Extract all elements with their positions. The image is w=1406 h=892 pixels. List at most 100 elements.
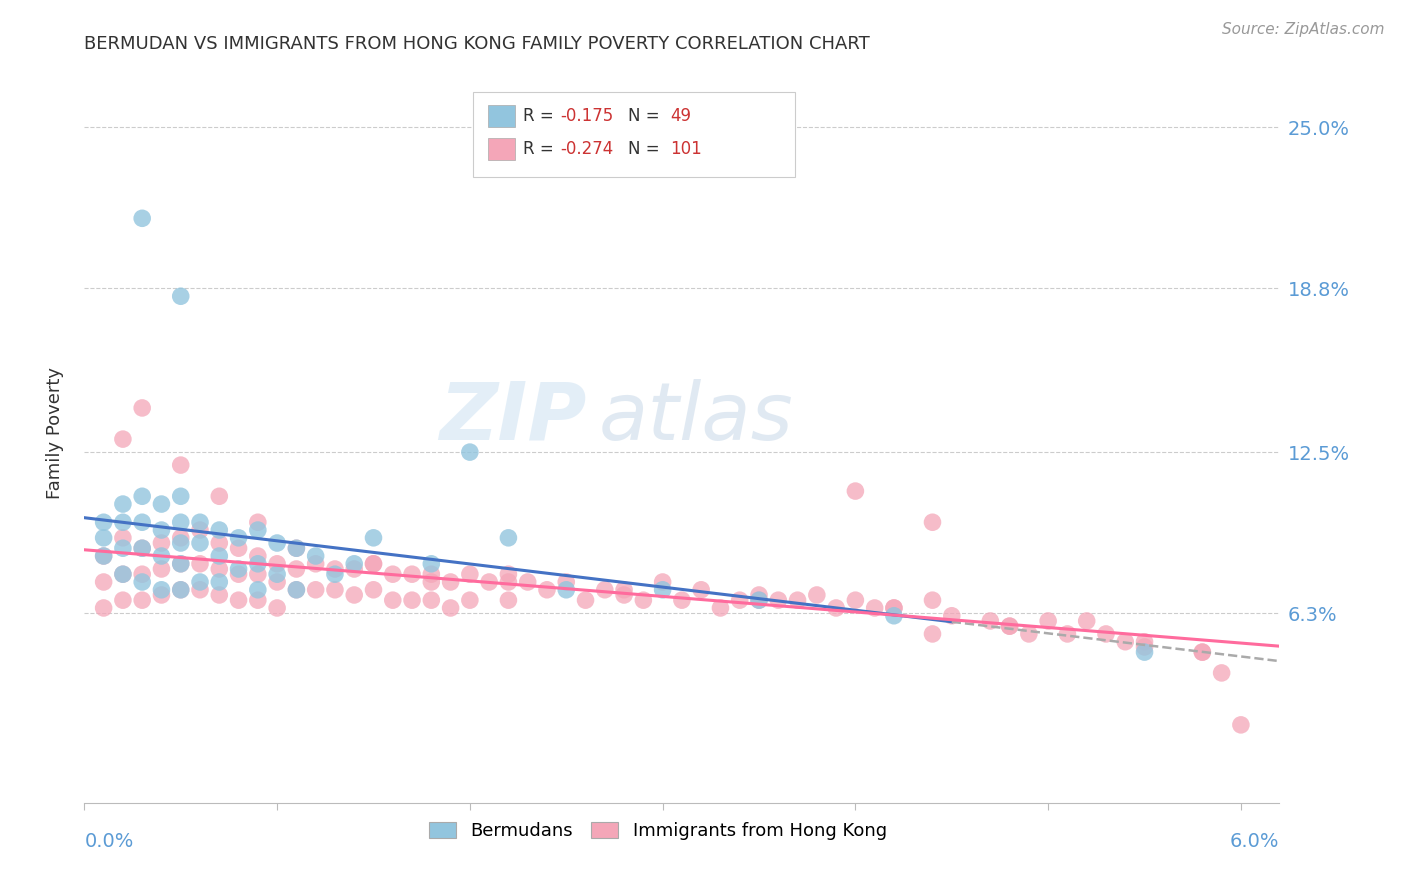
Point <box>555 574 578 589</box>
Point <box>825 601 848 615</box>
Point <box>170 582 193 597</box>
Text: 6.0%: 6.0% <box>1230 832 1279 852</box>
Point <box>883 608 905 623</box>
Point <box>228 562 250 576</box>
Point <box>131 567 153 582</box>
Text: N =: N = <box>628 107 665 125</box>
Point <box>363 557 385 571</box>
Point <box>228 593 250 607</box>
Point <box>613 588 636 602</box>
Point <box>439 574 461 589</box>
Point <box>111 567 134 582</box>
Point <box>170 582 193 597</box>
Point <box>170 489 193 503</box>
Point <box>170 458 193 472</box>
Point <box>285 541 308 556</box>
Point <box>343 557 366 571</box>
Point <box>1133 640 1156 654</box>
Point <box>170 289 193 303</box>
Point <box>246 549 269 563</box>
Text: BERMUDAN VS IMMIGRANTS FROM HONG KONG FAMILY POVERTY CORRELATION CHART: BERMUDAN VS IMMIGRANTS FROM HONG KONG FA… <box>84 35 870 53</box>
Point <box>748 593 770 607</box>
Point <box>150 588 173 602</box>
Point <box>921 593 943 607</box>
Text: -0.175: -0.175 <box>560 107 613 125</box>
Point <box>93 515 115 529</box>
Point <box>228 541 250 556</box>
Point <box>863 601 886 615</box>
Point <box>111 541 134 556</box>
Point <box>1133 645 1156 659</box>
Point <box>343 562 366 576</box>
Point <box>228 567 250 582</box>
Point <box>1056 627 1078 641</box>
Text: 101: 101 <box>671 140 702 158</box>
Point <box>883 601 905 615</box>
Point <box>208 489 231 503</box>
Point <box>208 574 231 589</box>
Point <box>150 536 173 550</box>
Point <box>633 593 655 607</box>
Point <box>651 574 673 589</box>
Point <box>111 567 134 582</box>
Point <box>420 593 443 607</box>
Point <box>305 582 328 597</box>
Point <box>93 549 115 563</box>
Point <box>93 549 115 563</box>
Point <box>478 574 501 589</box>
Point <box>363 531 385 545</box>
Point <box>768 593 790 607</box>
Point <box>246 567 269 582</box>
Point <box>458 445 481 459</box>
Text: R =: R = <box>523 140 560 158</box>
Point <box>93 531 115 545</box>
Point <box>1230 718 1253 732</box>
Point <box>574 593 596 607</box>
Point <box>93 574 115 589</box>
Point <box>131 541 153 556</box>
Point <box>131 211 153 226</box>
Point <box>266 601 288 615</box>
Point <box>208 536 231 550</box>
Text: 49: 49 <box>671 107 690 125</box>
Point <box>806 588 828 602</box>
Point <box>131 489 153 503</box>
Point <box>363 582 385 597</box>
Point <box>266 557 288 571</box>
Point <box>246 582 269 597</box>
Point <box>844 484 866 499</box>
Point <box>266 536 288 550</box>
Point <box>1018 627 1040 641</box>
Point <box>555 582 578 597</box>
Text: atlas: atlas <box>599 379 793 457</box>
Point <box>188 523 211 537</box>
Point <box>979 614 1001 628</box>
Point <box>786 593 808 607</box>
Point <box>363 557 385 571</box>
Point <box>170 515 193 529</box>
Point <box>401 567 423 582</box>
Point <box>305 557 328 571</box>
Point <box>883 601 905 615</box>
Point <box>208 549 231 563</box>
Point <box>709 601 731 615</box>
Point <box>498 567 520 582</box>
Point <box>498 593 520 607</box>
Point <box>323 582 346 597</box>
Point <box>246 593 269 607</box>
Text: ZIP: ZIP <box>439 379 586 457</box>
Point <box>1076 614 1098 628</box>
Point <box>998 619 1021 633</box>
Point <box>323 562 346 576</box>
Point <box>170 557 193 571</box>
Text: -0.274: -0.274 <box>560 140 613 158</box>
Point <box>188 557 211 571</box>
Point <box>285 582 308 597</box>
Point <box>285 562 308 576</box>
Point <box>998 619 1021 633</box>
Point <box>536 582 558 597</box>
Point <box>170 536 193 550</box>
Point <box>285 582 308 597</box>
Point <box>498 574 520 589</box>
Point <box>1191 645 1213 659</box>
